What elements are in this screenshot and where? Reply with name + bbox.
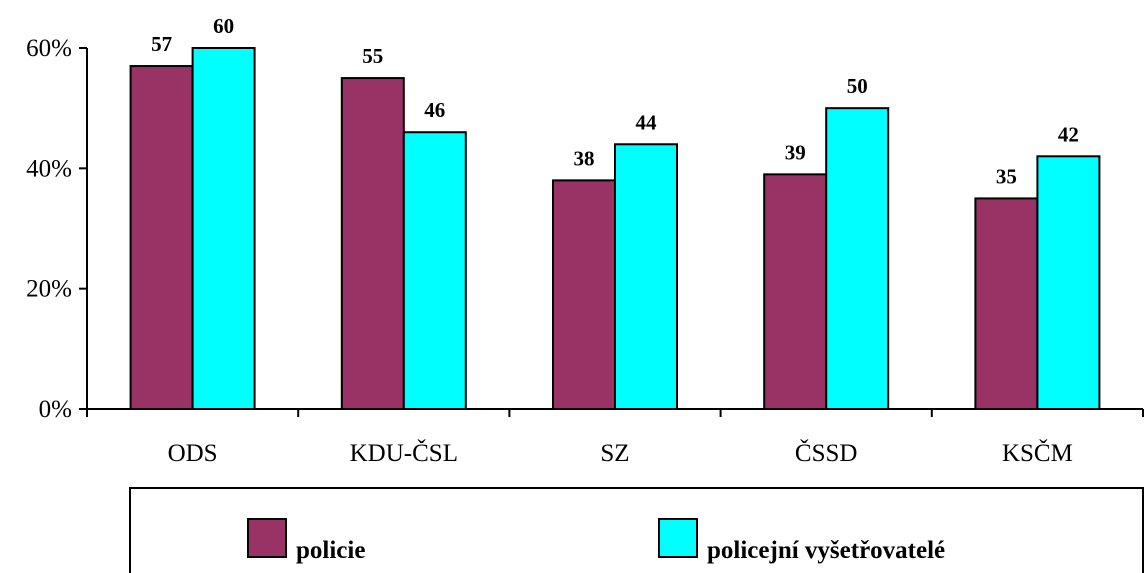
bar-policie-sz [552,179,616,410]
bar-policie-kscm [974,197,1039,410]
data-label: 38 [574,146,595,170]
data-label: 44 [636,110,658,134]
data-label: 46 [424,98,445,122]
legend-swatch-policejni-vysetrovatele [658,518,698,558]
data-labels-layer: 57 55 38 39 35 60 46 44 50 42 [151,14,1079,188]
data-label: 50 [847,74,868,98]
data-label: 55 [362,44,383,68]
legend: policie policejní vyšetřovatelé [129,487,1144,573]
data-label: 39 [785,140,806,164]
legend-swatch-policie [247,518,287,558]
y-tick-label: 20% [26,276,72,303]
bar-policejni-vysetrovatele-ods [191,47,256,410]
bar-policejni-vysetrovatele-kscm [1036,155,1101,410]
x-tick-label: ČSSD [795,439,858,467]
y-tick-label: 60% [26,35,72,62]
legend-label-policie: policie [296,537,365,564]
bar-policie-cssd [763,173,828,410]
bar-policie-kdu-csl [340,77,405,410]
legend-label-policejni-vysetrovatele: policejní vyšetřovatelé [707,537,945,564]
y-tick-label: 0% [39,396,72,423]
x-tick-label: KDU-ČSL [350,439,458,467]
y-tick-label: 40% [26,155,72,182]
bars-layer [129,47,1101,411]
x-tick-label: SZ [600,440,629,467]
data-label: 35 [996,164,1017,188]
ticks-layer: 0% 20% 40% 60% ODS KDU-ČSL SZ ČSSD KSČM [26,35,1144,467]
legend-box [129,487,1144,573]
bar-policie-ods [129,65,194,411]
bar-policejni-vysetrovatele-cssd [825,107,890,411]
bar-policejni-vysetrovatele-sz [614,143,678,410]
x-tick-label: ODS [168,440,218,467]
axes-layer [86,48,1143,410]
x-tick-label: KSČM [1002,439,1073,467]
bar-policejni-vysetrovatele-kdu-csl [402,131,467,410]
data-label: 42 [1058,122,1079,146]
data-label: 60 [213,14,234,38]
data-label: 57 [151,32,172,56]
